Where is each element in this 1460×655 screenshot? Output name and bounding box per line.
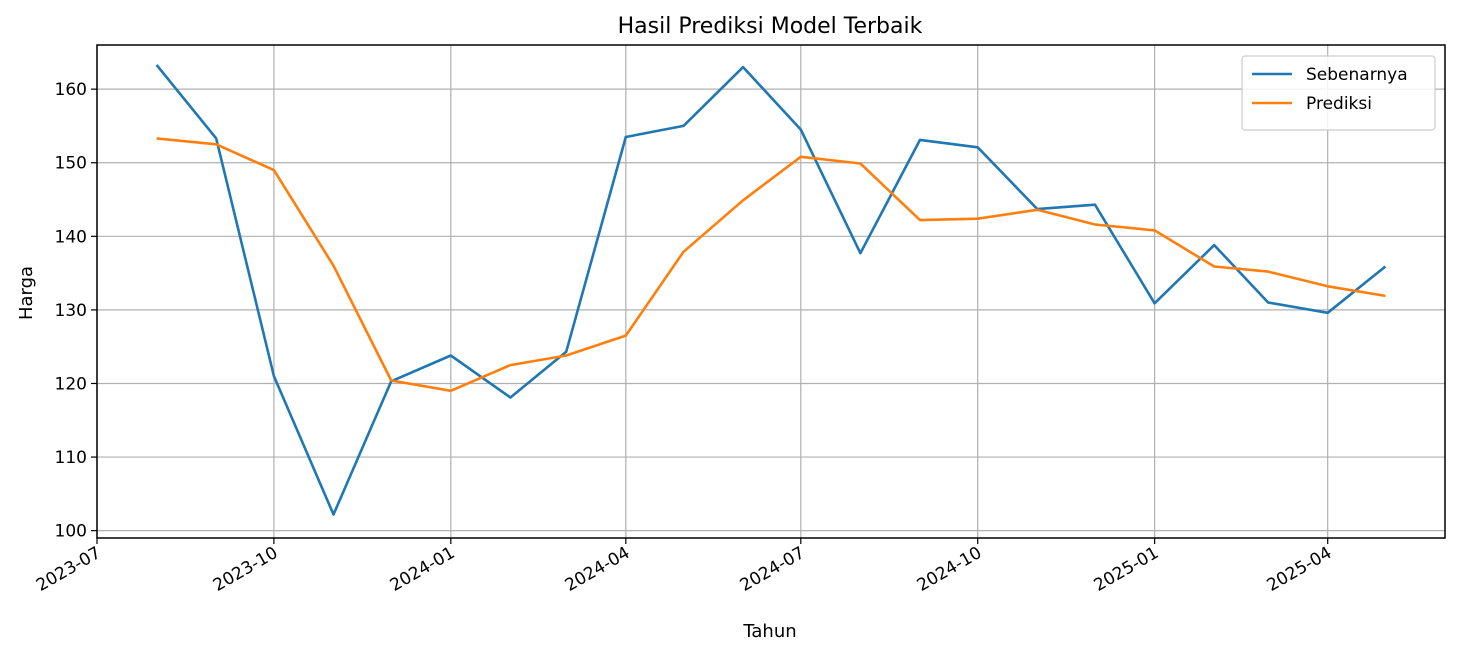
y-tick-label: 150: [55, 154, 87, 174]
y-axis-label: Harga: [16, 266, 37, 320]
x-tick-label: 2024-01: [387, 543, 459, 596]
legend-label: Sebenarnya: [1306, 65, 1408, 85]
x-tick-label: 2025-01: [1091, 543, 1163, 596]
grid-lines: [96, 45, 1445, 538]
x-tick-label: 2024-04: [562, 543, 634, 596]
legend-label: Prediksi: [1306, 94, 1372, 114]
legend: Sebenarnya Prediksi: [1241, 55, 1436, 131]
chart-title: Hasil Prediksi Model Terbaik: [618, 14, 923, 39]
y-tick-label: 160: [55, 80, 87, 100]
x-tick-label: 2024-10: [914, 543, 986, 596]
y-tick-label: 140: [55, 227, 87, 247]
plot-frame: [96, 44, 1446, 539]
series-line-prediksi: [156, 137, 1386, 393]
x-axis-ticks: 2023-07 2023-10 2024-01 2024-04 2024-07 2024-…: [33, 538, 1335, 596]
y-tick-label: 130: [55, 301, 87, 321]
series-line-sebenarnya: [155, 64, 1387, 516]
x-axis-label: Tahun: [742, 621, 796, 642]
y-tick-label: 100: [55, 522, 87, 542]
x-tick-label: 2023-10: [210, 543, 282, 596]
series-layer: [155, 64, 1387, 516]
x-tick-label: 2025-04: [1264, 543, 1336, 596]
x-tick-label: 2024-07: [737, 543, 809, 596]
y-axis-ticks: 100 110 120 130 140 150 160: [55, 80, 97, 542]
x-tick-label: 2023-07: [33, 543, 105, 596]
y-tick-label: 120: [55, 374, 87, 394]
y-tick-label: 110: [55, 448, 87, 468]
